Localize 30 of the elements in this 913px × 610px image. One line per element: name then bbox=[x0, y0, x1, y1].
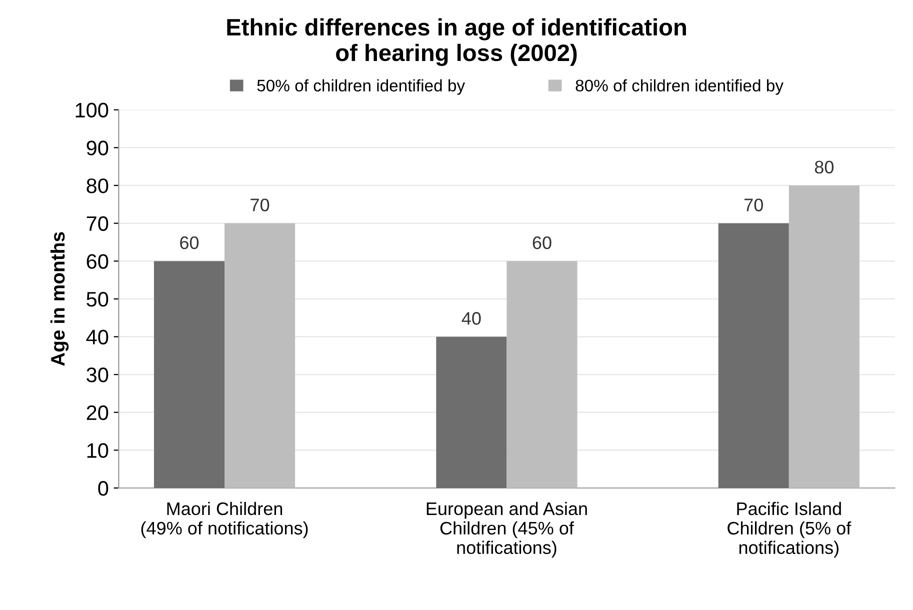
data-label: 40 bbox=[462, 312, 481, 325]
data-label: 70 bbox=[744, 198, 763, 212]
x-tick-label: Maori Children (49% of notifications) bbox=[141, 502, 308, 538]
legend-label: 80% of children identified by bbox=[576, 79, 784, 95]
bar bbox=[718, 223, 789, 488]
y-tick-label: 80 bbox=[86, 178, 108, 194]
y-tick-label: 60 bbox=[86, 254, 108, 269]
bar bbox=[154, 261, 225, 488]
y-tick-label: 90 bbox=[86, 140, 108, 156]
chart-title: Ethnic differences in age of identification of hearing loss (2002) bbox=[227, 18, 686, 66]
x-tick-label: Pacific Island Children (5% of notifications) bbox=[728, 502, 852, 558]
y-tick-label: 50 bbox=[86, 292, 108, 307]
data-label: 80 bbox=[814, 160, 834, 174]
y-tick-label: 10 bbox=[87, 443, 108, 458]
bar bbox=[506, 261, 578, 488]
legend-label: 50% of children identified by bbox=[257, 79, 466, 95]
bar bbox=[436, 336, 507, 488]
bar bbox=[224, 223, 296, 488]
y-tick-label: 0 bbox=[98, 481, 108, 496]
data-label: 60 bbox=[180, 236, 199, 250]
x-tick-label: European and Asian Children (45% of notifications) bbox=[426, 502, 587, 558]
y-tick-label: 40 bbox=[86, 330, 108, 344]
y-tick-label: 20 bbox=[86, 405, 108, 420]
y-axis-title: Age in months bbox=[50, 232, 69, 366]
data-label: 70 bbox=[250, 198, 270, 212]
y-tick-label: 70 bbox=[86, 216, 108, 232]
y-tick-label: 100 bbox=[76, 102, 108, 118]
bar bbox=[788, 185, 860, 488]
y-tick-label: 30 bbox=[86, 368, 108, 382]
data-label: 60 bbox=[532, 236, 552, 250]
